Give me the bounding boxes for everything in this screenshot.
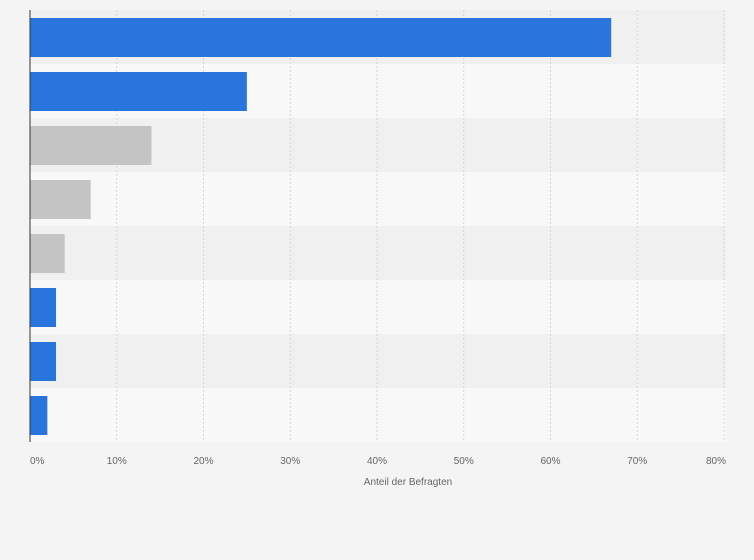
x-tick-label: 0% bbox=[30, 456, 45, 467]
bar bbox=[30, 342, 57, 381]
x-tick-labels: 0% 10% 20% 30% 40% 50% 60% 70% 80% bbox=[30, 456, 726, 467]
x-tick-label: 20% bbox=[193, 456, 213, 467]
bar bbox=[30, 180, 91, 219]
bar bbox=[30, 126, 152, 165]
x-tick-label: 30% bbox=[280, 456, 300, 467]
row-band bbox=[30, 334, 726, 388]
bars bbox=[30, 18, 612, 435]
x-axis-title: Anteil der Befragten bbox=[364, 477, 452, 488]
x-tick-label: 50% bbox=[454, 456, 474, 467]
row-band bbox=[30, 280, 726, 334]
x-tick-label: 40% bbox=[367, 456, 387, 467]
x-tick-label: 70% bbox=[627, 456, 647, 467]
bar bbox=[30, 288, 57, 327]
x-tick-label: 80% bbox=[706, 456, 726, 467]
x-tick-label: 10% bbox=[107, 456, 127, 467]
row-band bbox=[30, 226, 726, 280]
x-tick-label: 60% bbox=[540, 456, 560, 467]
row-band bbox=[30, 172, 726, 226]
bar bbox=[30, 18, 612, 57]
bar bbox=[30, 72, 247, 111]
bar bbox=[30, 396, 48, 435]
bar bbox=[30, 234, 65, 273]
row-band bbox=[30, 388, 726, 442]
row-bands bbox=[30, 10, 726, 442]
